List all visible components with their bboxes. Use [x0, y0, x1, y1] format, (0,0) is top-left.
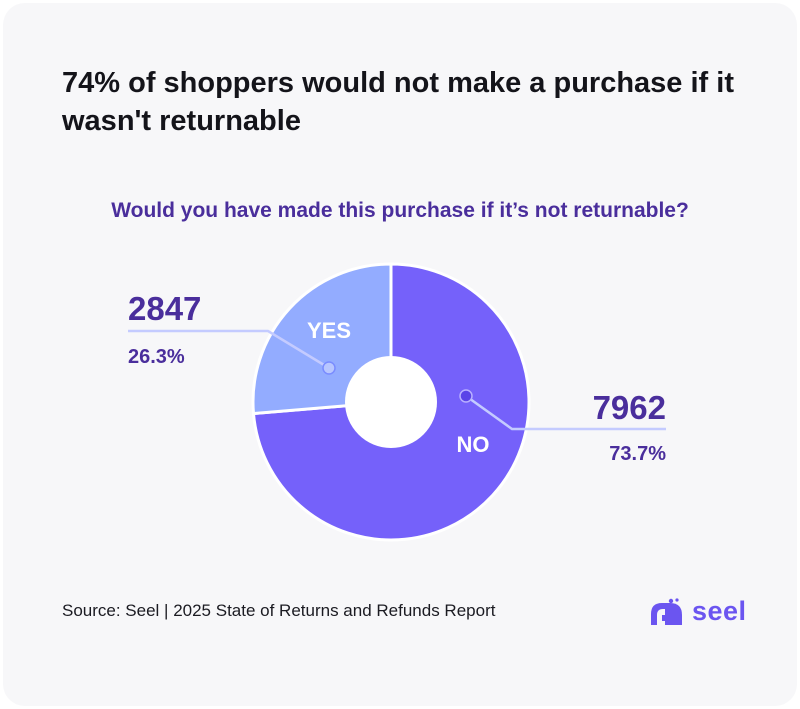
leader-dot-yes — [322, 361, 336, 375]
leader-lines — [128, 329, 666, 431]
page-title: 74% of shoppers would not make a purchas… — [62, 67, 734, 137]
slice-label-yes: YES — [307, 318, 351, 343]
seel-logo-icon — [651, 597, 682, 625]
slice-label-no: NO — [457, 432, 490, 457]
value-label-no: 7962 — [593, 389, 666, 426]
percent-label-yes: 26.3% — [128, 346, 185, 368]
brand-name: seel — [692, 596, 747, 626]
chart-question: Would you have made this purchase if it’… — [111, 199, 689, 222]
leader-dot-no — [459, 389, 473, 403]
donut-hole — [345, 356, 437, 448]
leader-line-yes — [128, 329, 330, 370]
source-note: Source: Seel | 2025 State of Returns and… — [62, 601, 496, 620]
value-label-yes: 2847 — [128, 290, 201, 327]
percent-label-no: 73.7% — [609, 443, 666, 465]
leader-line-no — [465, 394, 666, 431]
brand-logo: seel — [647, 596, 747, 627]
